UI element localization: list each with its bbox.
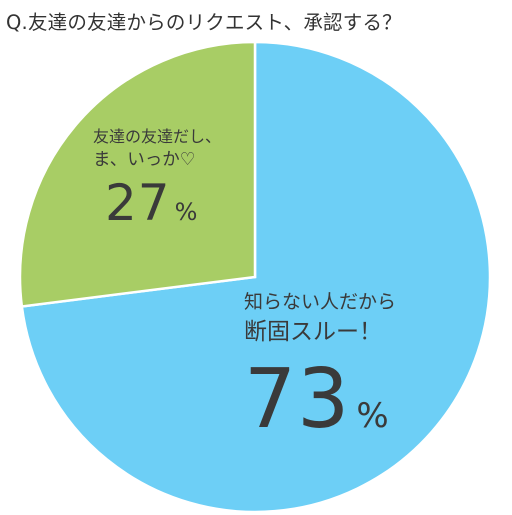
slice-label-line1: 友達の友達だし、 [93,127,222,146]
slice-label-line2: 断固スルー！ [244,319,382,345]
slice-percentage-unit: % [356,396,389,436]
slice-label-refuse: 知らない人だから 断固スルー！ 73% [244,288,396,447]
slice-percentage: 27% [105,174,221,232]
chart-title: Q.友達の友達からのリクエスト、承認する？ [6,11,402,34]
slice-percentage-value: 73 [244,352,351,447]
slice-label-accept: 友達の友達だし、 ま、いっか♡ 27% [93,126,221,232]
slice-percentage-unit: % [174,198,198,226]
slice-label-line1: 知らない人だから [244,291,397,313]
slice-percentage: 73% [244,352,396,447]
pie-slice-1 [18,40,257,308]
slice-percentage-value: 27 [105,174,171,232]
slice-label-line2: ま、いっか♡ [93,150,196,170]
